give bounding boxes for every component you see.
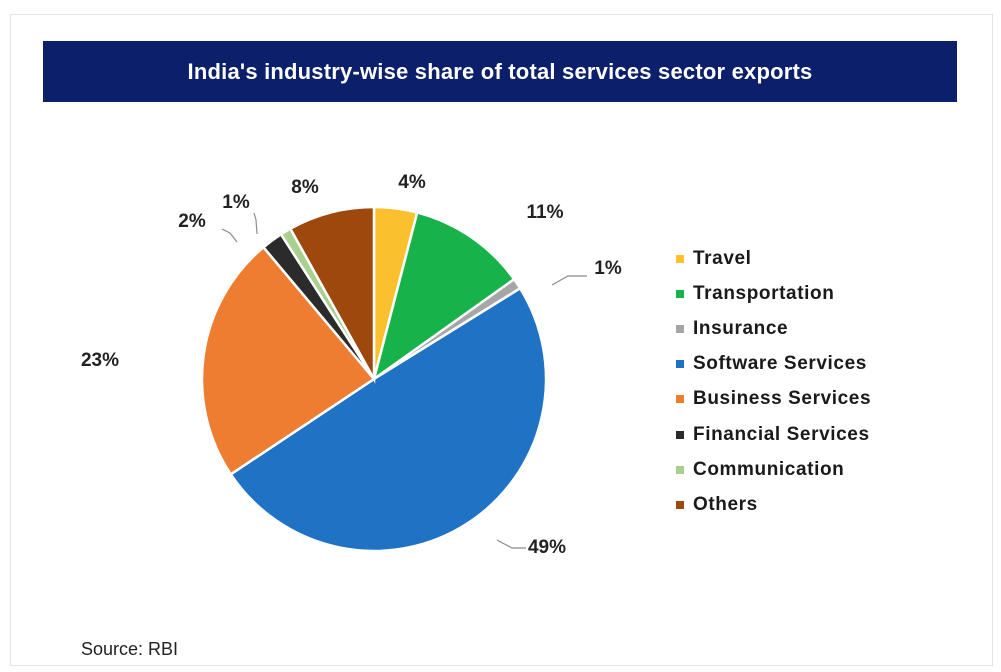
- legend-item: Financial Services: [676, 417, 976, 452]
- pie-slice-transportation: [371, 210, 516, 383]
- legend-swatch: [676, 324, 684, 333]
- data-label: 49%: [528, 537, 566, 558]
- pie-slice-others: [288, 205, 376, 384]
- legend-label: Others: [693, 493, 758, 515]
- legend-label: Financial Services: [693, 423, 870, 445]
- legend-swatch: [676, 395, 684, 404]
- legend-item: Software Services: [676, 347, 976, 382]
- leader-line: [551, 275, 587, 286]
- data-label: 1%: [594, 258, 622, 279]
- data-label: 4%: [398, 172, 426, 193]
- legend-item: Travel: [676, 241, 976, 276]
- chart-title-bar: India's industry-wise share of total ser…: [43, 41, 957, 102]
- legend-label: Software Services: [693, 353, 867, 375]
- legend-item: Others: [676, 487, 976, 522]
- data-label: 1%: [222, 192, 250, 213]
- legend-label: Business Services: [693, 388, 872, 410]
- pie-slice-business-services: [200, 245, 376, 477]
- pie-slice-software-services: [229, 286, 548, 553]
- legend-label: Communication: [693, 458, 845, 480]
- leader-line: [496, 539, 526, 549]
- legend-label: Insurance: [693, 317, 789, 339]
- legend-item: Transportation: [676, 276, 976, 311]
- legend-item: Business Services: [676, 382, 976, 417]
- data-label: 8%: [291, 177, 319, 198]
- source-note: Source: RBI: [81, 639, 179, 659]
- legend-swatch: [676, 289, 684, 298]
- leader-line: [221, 228, 238, 243]
- chart-legend: Travel Transportation Insurance Software Se…: [676, 241, 976, 523]
- data-label: 2%: [178, 211, 206, 232]
- legend-label: Travel: [693, 247, 752, 269]
- legend-swatch: [676, 430, 684, 439]
- data-label: 23%: [81, 350, 119, 371]
- legend-swatch: [676, 500, 684, 509]
- data-label: 11%: [527, 202, 564, 223]
- leader-line: [253, 212, 258, 235]
- legend-swatch: [676, 360, 684, 369]
- legend-swatch: [676, 465, 684, 474]
- legend-item: Insurance: [676, 311, 976, 346]
- legend-swatch: [676, 254, 684, 263]
- chart-title: India's industry-wise share of total ser…: [187, 58, 813, 84]
- legend-item: Communication: [676, 452, 976, 487]
- legend-label: Transportation: [693, 282, 835, 304]
